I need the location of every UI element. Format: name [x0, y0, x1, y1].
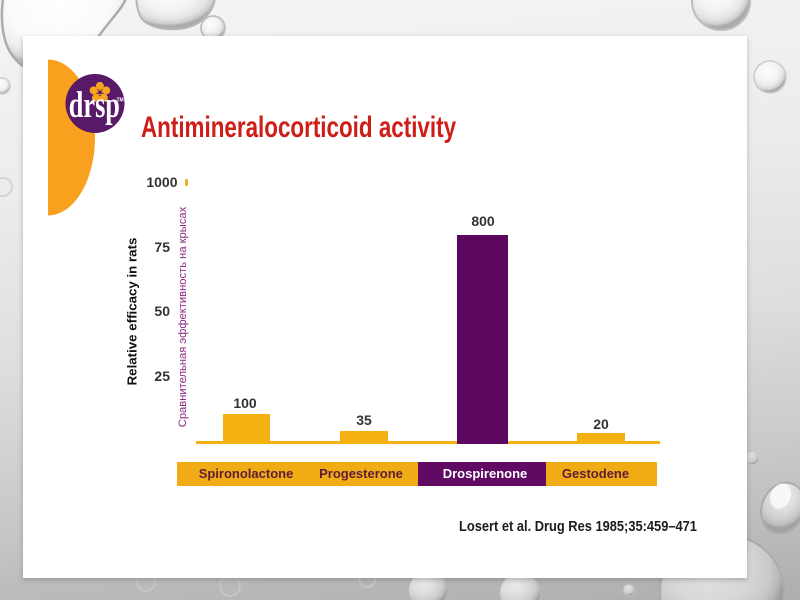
- svg-text:TM: TM: [117, 98, 124, 104]
- svg-text:drsp: drsp: [69, 83, 120, 125]
